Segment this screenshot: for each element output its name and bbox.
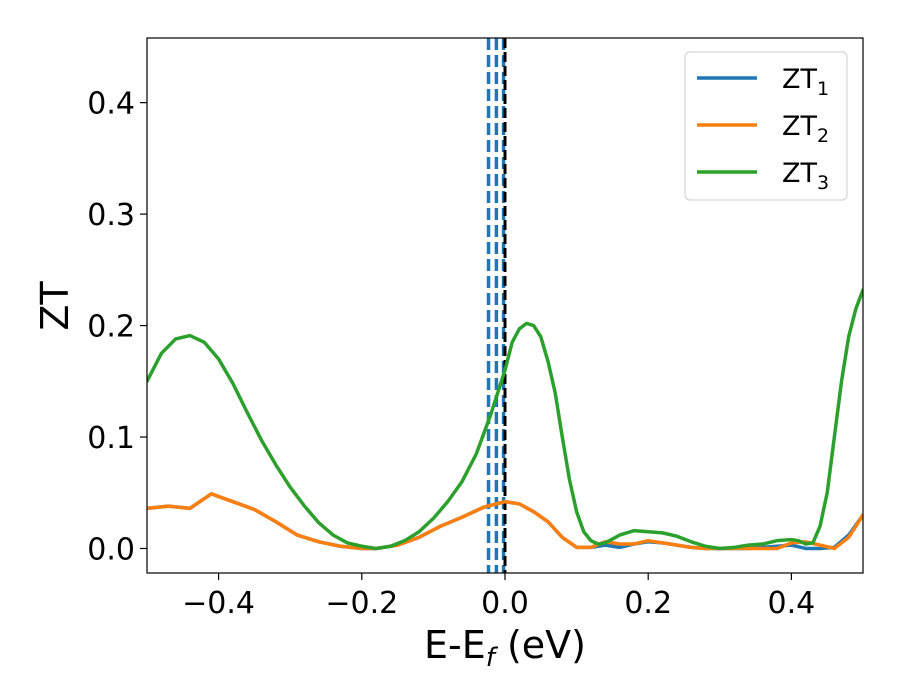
y-tick-label: 0.4	[87, 87, 135, 122]
series-line-zt2	[147, 492, 863, 551]
x-tick-label: 0.2	[624, 586, 672, 621]
legend-label-zt2: ZT2	[782, 111, 829, 147]
x-tick-label: 0.0	[481, 586, 529, 621]
series-layer	[147, 288, 863, 551]
y-axis-ticks: 0.0 0.1 0.2 0.3 0.4	[87, 87, 147, 567]
y-tick-label: 0.3	[87, 198, 135, 233]
legend-box	[684, 51, 848, 201]
y-tick-label: 0.2	[87, 310, 135, 345]
x-axis-label: E-Ef (eV)	[424, 623, 586, 673]
legend: ZT1 ZT2 ZT3	[684, 51, 848, 201]
y-tick-label: 0.0	[87, 532, 135, 567]
x-tick-label: −0.4	[182, 586, 255, 621]
reference-lines	[486, 38, 507, 573]
x-axis-ticks: −0.4 −0.2 0.0 0.2 0.4	[182, 573, 815, 621]
x-tick-label: 0.4	[768, 586, 816, 621]
legend-label-zt3: ZT3	[782, 158, 829, 194]
y-axis-label: ZT	[33, 281, 77, 331]
y-tick-label: 0.1	[87, 421, 135, 456]
x-tick-label: −0.2	[325, 586, 398, 621]
legend-label-zt1: ZT1	[782, 64, 829, 100]
series-line-zt3	[147, 288, 863, 551]
